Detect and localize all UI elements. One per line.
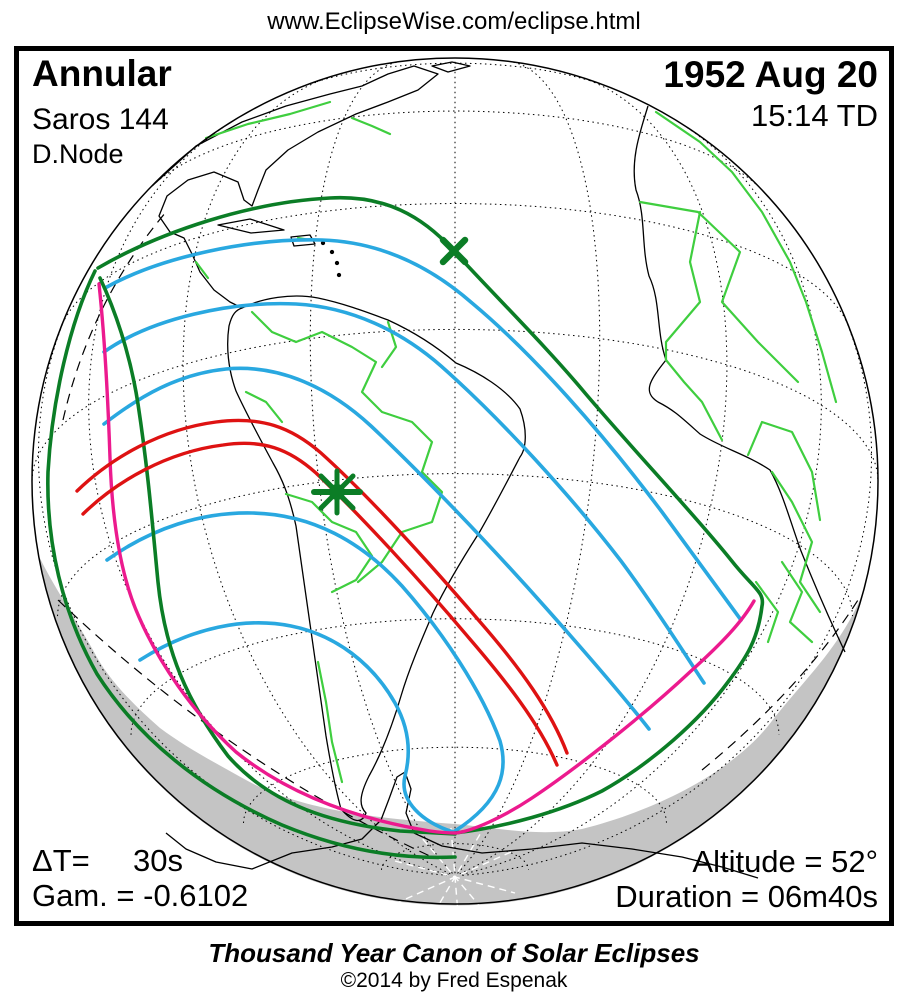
eclipse-type-label: Annular [32, 53, 172, 94]
graticule-line [88, 125, 449, 875]
greatest-eclipse-star-marker [311, 468, 363, 516]
sunrise-sunset-path [97, 282, 756, 835]
country-borders [194, 100, 838, 784]
dashed-limb-arcs [57, 211, 859, 858]
africa-border [770, 470, 822, 614]
sunrise-sunset-curve [97, 282, 756, 835]
site-url-text: www.EclipseWise.com/eclipse.html [266, 8, 640, 35]
magnitude-curve-south-1 [105, 511, 505, 833]
south-america-border [250, 310, 444, 584]
magnitude-curve-north-1 [103, 238, 743, 622]
magnitude-curve-south-2 [138, 621, 455, 834]
africa-border [654, 110, 838, 404]
star-center [329, 484, 345, 500]
copyright-text: ©2014 by Fred Espenak [341, 969, 568, 992]
africa-border [746, 420, 822, 522]
graticule-line [457, 61, 601, 874]
north-america-coast [151, 65, 439, 309]
magnitude-curve-north-2 [102, 301, 706, 685]
africa-border [780, 560, 814, 644]
antarctica-coast [165, 771, 759, 879]
altitude-label: Altitude = 52° [692, 844, 878, 879]
africa-coast [633, 105, 846, 653]
south-america-border [284, 492, 374, 594]
newfoundland-coast [431, 61, 471, 73]
dashed-arc [57, 599, 433, 858]
graticule-line [309, 61, 453, 874]
graticule-line [61, 202, 849, 324]
antilles-island [329, 249, 335, 255]
africa-border [754, 580, 780, 644]
canon-title-text: Thousand Year Canon of Solar Eclipses [208, 938, 699, 968]
antilles-island [336, 272, 342, 278]
graticule-line [130, 618, 780, 735]
cross-marker [439, 236, 469, 266]
graticule [31, 58, 879, 876]
africa-border [664, 358, 724, 442]
southern-penumbral-limit [46, 269, 457, 860]
saros-label: Saros 144 [32, 103, 169, 136]
graticule-line [461, 125, 822, 875]
africa-border [664, 210, 702, 362]
pole-meridian-rays [394, 815, 516, 939]
graticule-line [152, 110, 758, 186]
dashed-arc [62, 211, 167, 421]
western-penumbral-limit [98, 276, 457, 836]
south-america-border [244, 390, 284, 424]
node-label: D.Node [32, 139, 124, 169]
antilles-island [334, 260, 340, 266]
gamma-label: Gam. = -0.6102 [32, 878, 248, 913]
north-america-border [350, 116, 392, 136]
cuba-coast [217, 218, 285, 234]
antilles-island [320, 240, 326, 246]
pole-ray [398, 851, 512, 903]
globe-limb-outline [31, 57, 879, 905]
eclipse-time-label: 15:14 TD [751, 98, 878, 133]
hispaniola-coast [290, 234, 316, 247]
north-america-border [204, 100, 332, 140]
duration-label: Duration = 06m40s [615, 879, 878, 914]
map-markers [311, 236, 469, 516]
graticule-line [462, 302, 872, 876]
graticule-line [38, 302, 448, 876]
map-frame [14, 46, 894, 926]
south-america-coast [227, 295, 526, 822]
annular-path-north-limit [75, 418, 569, 755]
coastlines [151, 61, 846, 879]
delta-t-label: ΔT= [32, 843, 90, 878]
northern-penumbral-limit [96, 195, 765, 835]
south-america-border [316, 660, 344, 784]
magnitude-curves-blue [102, 238, 743, 834]
central-america-border [194, 260, 210, 280]
penumbral-limit-curves [46, 195, 765, 860]
delta-t-value: 30s [133, 843, 183, 878]
dashed-arc [701, 599, 859, 771]
magnitude-curve-north-3 [102, 366, 651, 731]
eclipse-date-label: 1952 Aug 20 [663, 54, 878, 95]
cross-marker-stroke [439, 236, 469, 266]
africa-border [638, 200, 800, 384]
